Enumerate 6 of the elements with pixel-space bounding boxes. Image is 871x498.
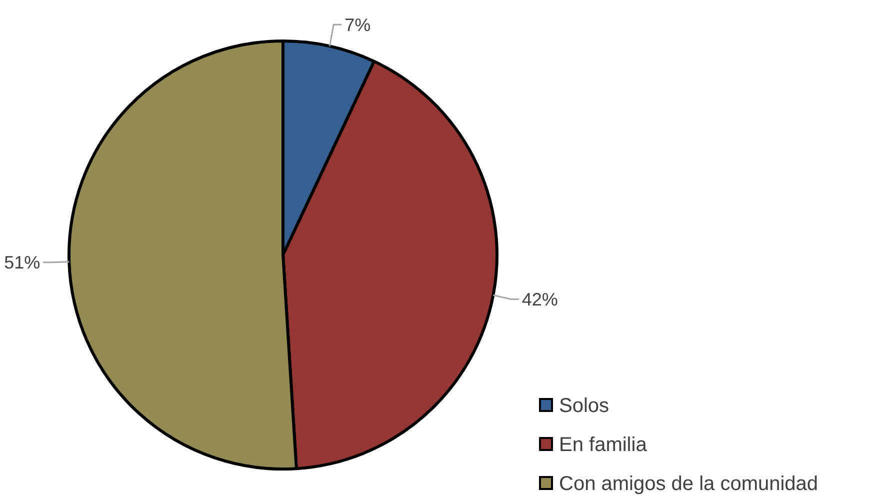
legend-label: Con amigos de la comunidad: [559, 473, 818, 495]
legend-label: Solos: [559, 395, 610, 417]
data-label: 51%: [4, 252, 40, 273]
data-label: 42%: [522, 290, 558, 310]
data-label: 7%: [344, 14, 371, 35]
legend-label: En familia: [559, 434, 648, 456]
